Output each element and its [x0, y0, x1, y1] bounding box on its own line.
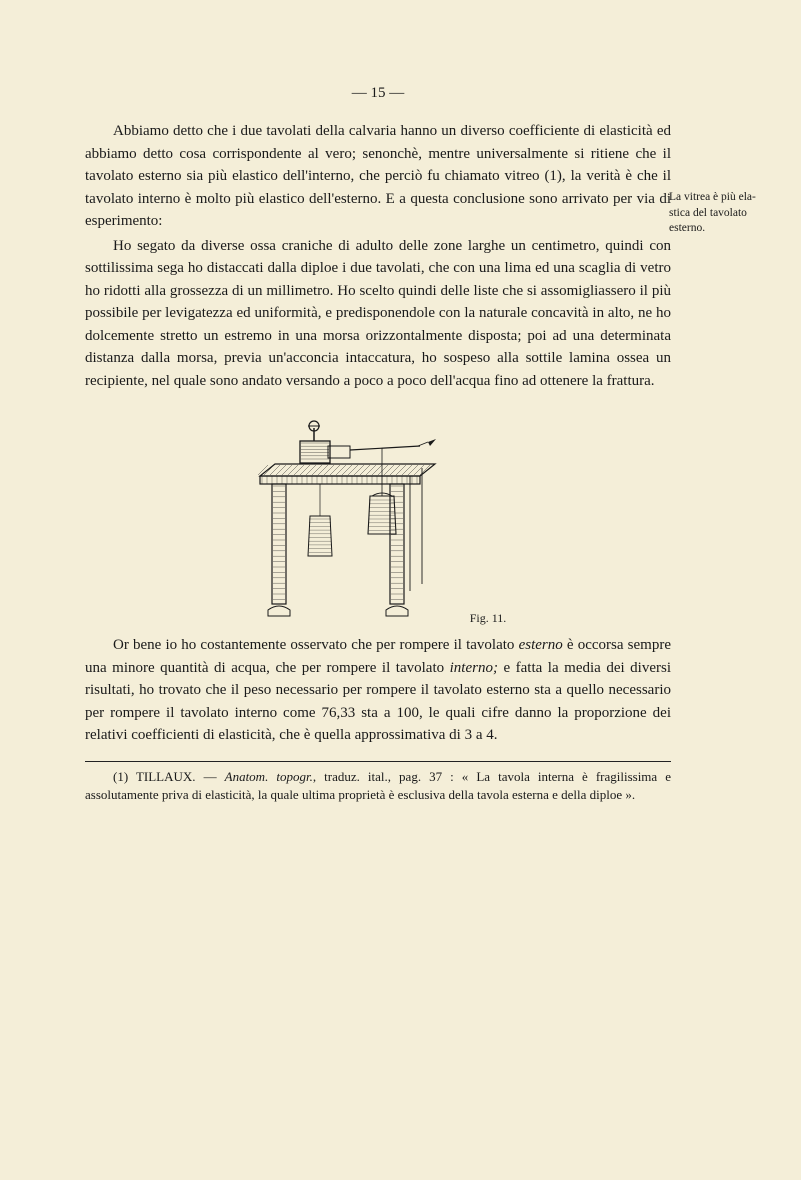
- footnote-separator: [85, 761, 671, 762]
- paragraph: Ho segato da diverse ossa craniche di ad…: [85, 235, 671, 393]
- footnote: (1) TILLAUX. — Anatom. topogr., traduz. …: [85, 768, 671, 804]
- page-number: — 15 —: [85, 85, 671, 102]
- marginal-note: La vitrea è più ela- stica del tavolato …: [669, 190, 779, 237]
- figure-illustration: [250, 406, 460, 621]
- marginal-line: La vitrea è più ela-: [669, 190, 779, 206]
- figure-container: Fig. 11.: [85, 406, 671, 626]
- marginal-line: esterno.: [669, 221, 779, 237]
- paragraph: Or bene io ho costantemente osservato ch…: [85, 634, 671, 747]
- paragraph: Abbiamo detto che i due tavolati della c…: [85, 120, 671, 233]
- figure-caption: Fig. 11.: [470, 611, 507, 626]
- marginal-line: stica del tavolato: [669, 206, 779, 222]
